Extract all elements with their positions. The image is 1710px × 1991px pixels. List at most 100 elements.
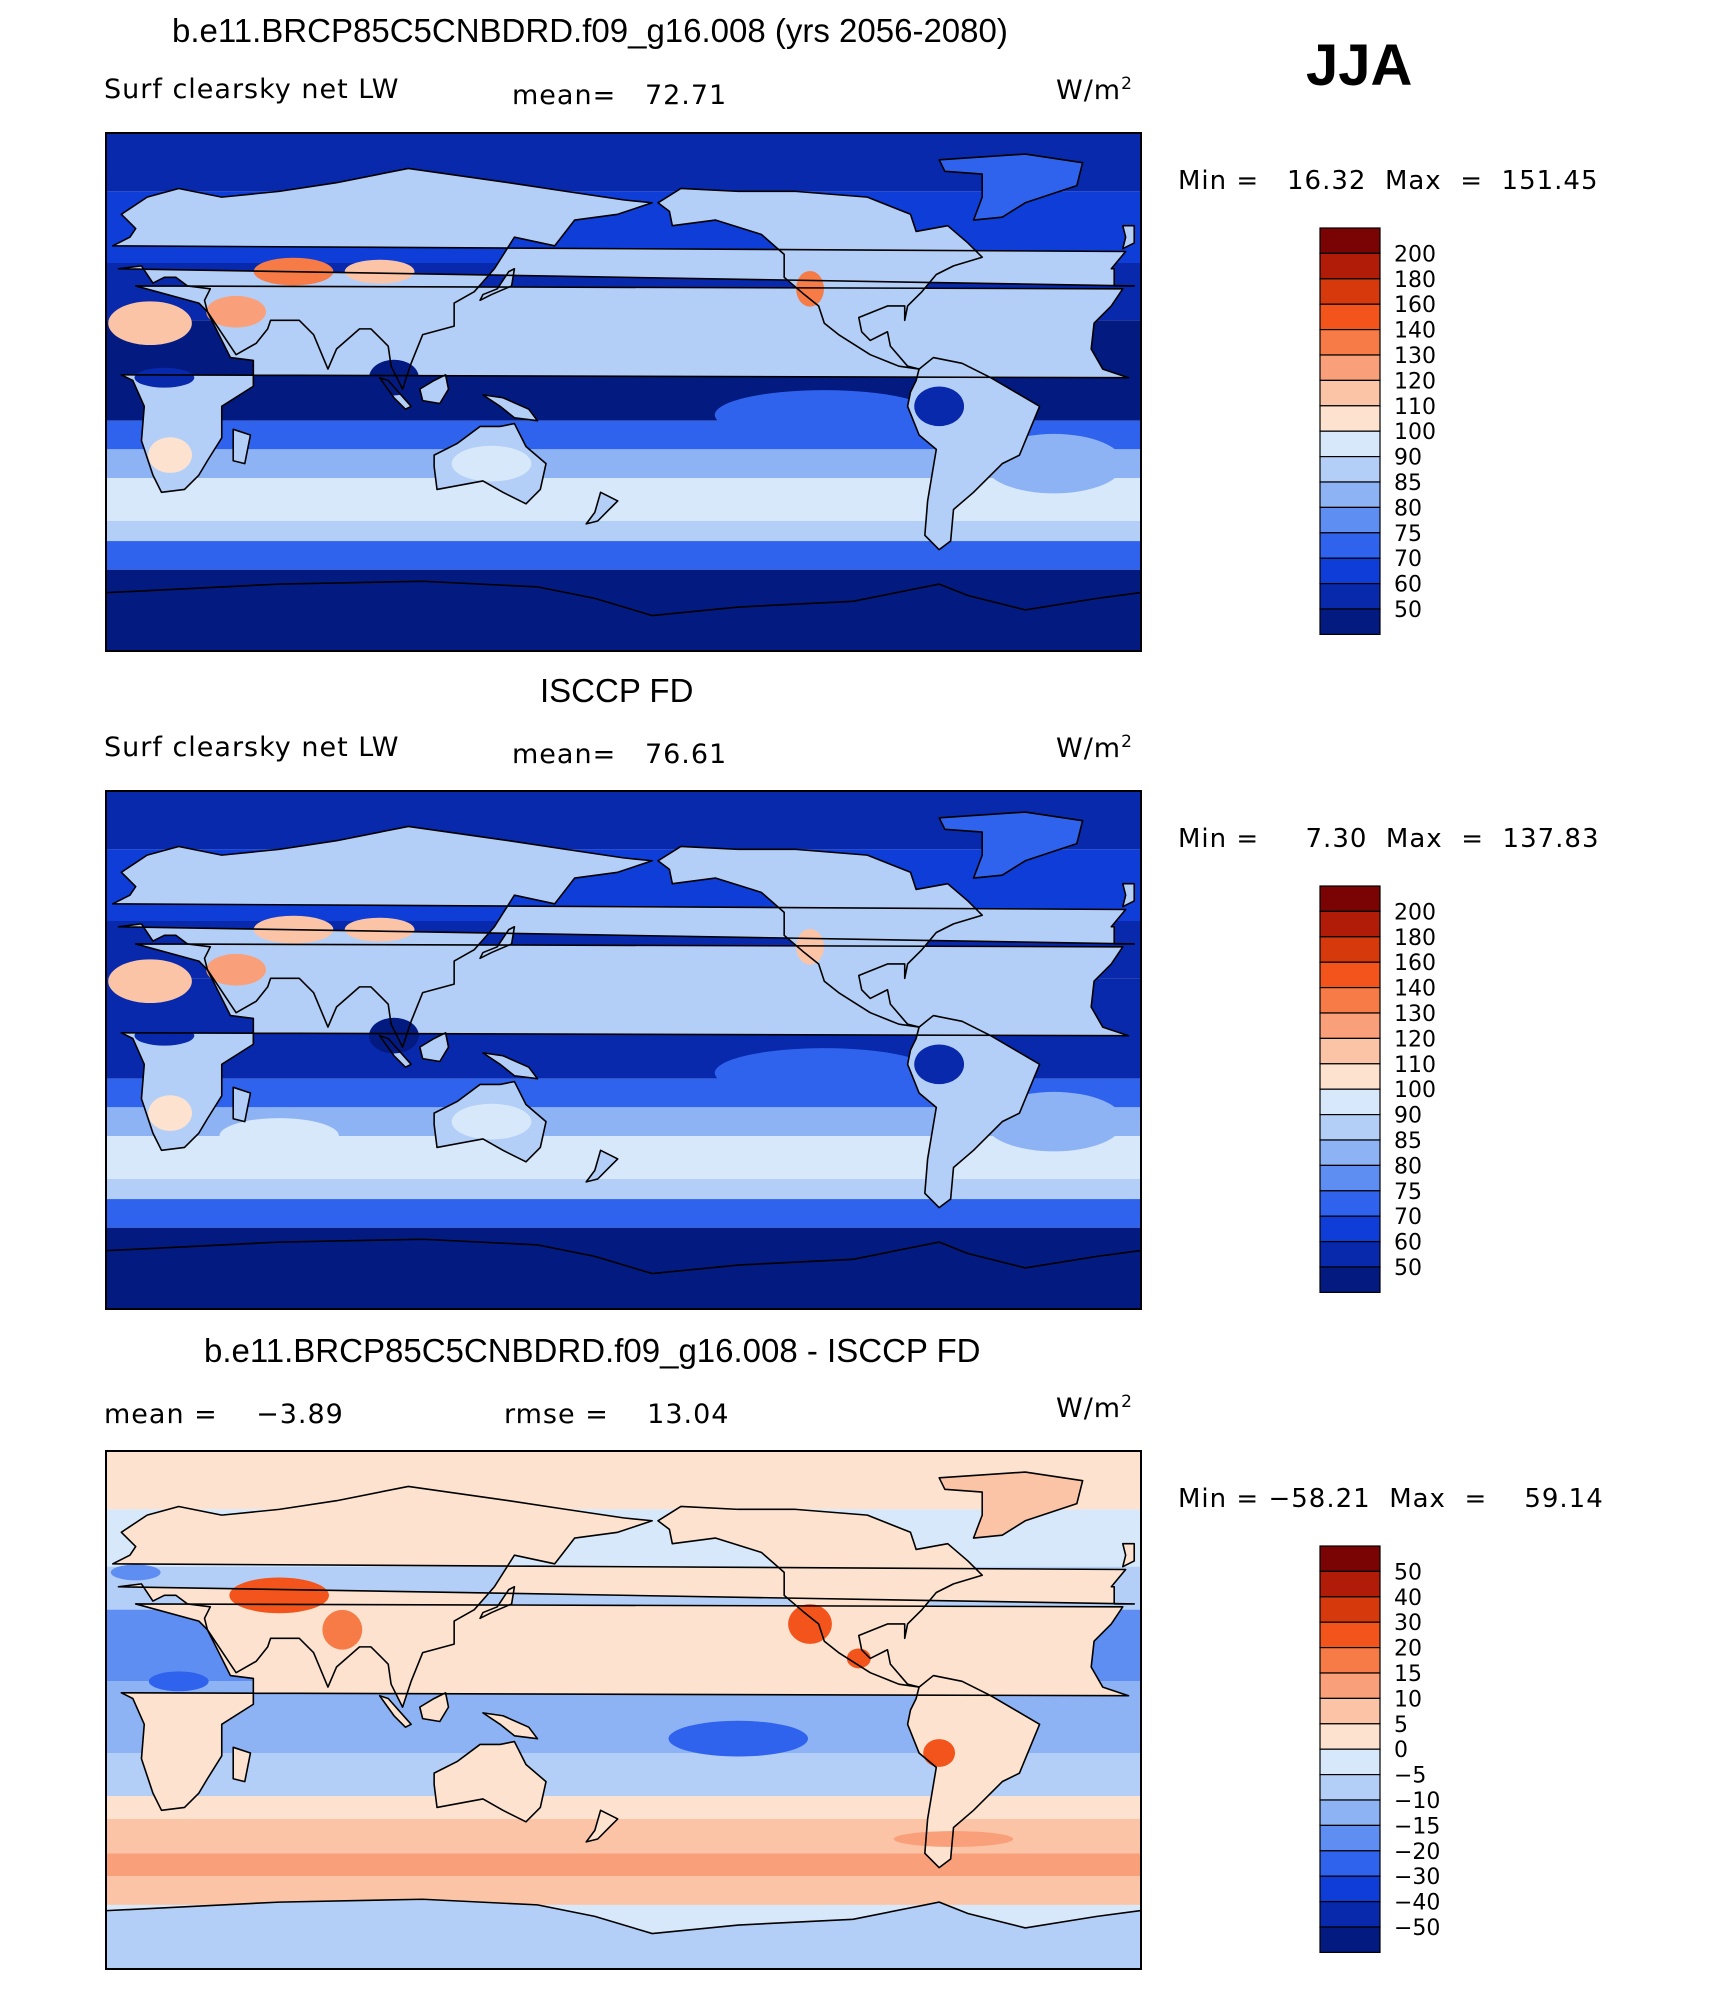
- colorbar-box: [1319, 354, 1381, 381]
- units-exponent: 2: [1121, 1392, 1133, 1412]
- colorbar-label: 90: [1394, 446, 1422, 471]
- coastline-japan: [479, 1585, 516, 1620]
- coastline-samerica: [906, 1674, 1041, 1869]
- coastline-australia: [433, 422, 547, 505]
- ocean-band: [107, 1796, 1140, 1819]
- land-antarctica: [107, 1239, 1140, 1308]
- colorbar-label: 200: [1394, 242, 1436, 267]
- colorbar-box: [1319, 1646, 1381, 1674]
- coastline-namerica: [657, 1505, 984, 1688]
- colorbar-label: 200: [1394, 900, 1436, 925]
- colorbar-box: [1319, 557, 1381, 585]
- colorbar-box: [1319, 1901, 1381, 1928]
- land-antarctica: [107, 581, 1140, 650]
- colorbar-label: 140: [1394, 319, 1436, 344]
- colorbar-label: 130: [1394, 344, 1436, 369]
- coastline-newguinea: [482, 1712, 539, 1740]
- field-blob: [451, 445, 532, 482]
- field-blob: [914, 386, 965, 427]
- colorbar-label: −5: [1394, 1764, 1426, 1789]
- colorbar-box: [1319, 1037, 1381, 1065]
- colorbar-label: 130: [1394, 1002, 1436, 1027]
- coastline-uk: [1121, 1542, 1136, 1568]
- colorbar-box: [1319, 227, 1381, 254]
- land-newguinea: [482, 1052, 538, 1079]
- coastline-africa: [120, 285, 1130, 494]
- coastline-greenland: [938, 811, 1084, 879]
- colorbar-box: [1319, 910, 1381, 938]
- colorbar-label: −30: [1394, 1865, 1440, 1890]
- units-text: W/m: [1056, 75, 1122, 106]
- land-eurasia: [112, 826, 1135, 1048]
- land-samerica: [907, 1675, 1040, 1868]
- coastline-africa: [120, 943, 1130, 1152]
- coastline-sumatra: [378, 376, 412, 410]
- coastline-africa: [120, 1603, 1130, 1812]
- colorbar-label: 120: [1394, 1027, 1436, 1052]
- colorbar-label: 120: [1394, 369, 1436, 394]
- field-blob: [108, 301, 192, 346]
- field-blob: [134, 1025, 195, 1046]
- land-eurasia: [112, 1486, 1135, 1708]
- panel2-mean-label: mean= 76.61: [512, 739, 728, 770]
- colorbar-label: 50: [1394, 1256, 1422, 1281]
- colorbar-label: 10: [1394, 1687, 1422, 1712]
- coastline-uk: [1121, 882, 1136, 908]
- colorbar-label: −15: [1394, 1814, 1440, 1839]
- land-greenland: [939, 1472, 1083, 1539]
- colorbar-box: [1319, 1723, 1381, 1750]
- field-blob: [714, 390, 934, 440]
- colorbar-label: 60: [1394, 1231, 1422, 1256]
- field-blob: [914, 1044, 965, 1085]
- colorbar-box: [1319, 885, 1381, 912]
- colorbar-label: 85: [1394, 471, 1422, 496]
- land-nz: [586, 1150, 618, 1182]
- colorbar-label: 140: [1394, 977, 1436, 1002]
- panel2-variable-label: Surf clearsky net LW: [104, 732, 400, 763]
- southern-ocean-band: [107, 541, 1140, 570]
- colorbar-label: 90: [1394, 1104, 1422, 1129]
- colorbar-label: 70: [1394, 1205, 1422, 1230]
- colorbar-label: 110: [1394, 1053, 1436, 1078]
- land-uk: [1122, 225, 1135, 249]
- colorbar-label: 180: [1394, 926, 1436, 951]
- panel1-title: b.e11.BRCP85C5CNBDRD.f09_g16.008 (yrs 20…: [172, 12, 1008, 49]
- colorbar-box: [1319, 608, 1381, 635]
- colorbar-label: −20: [1394, 1840, 1440, 1865]
- land-borneo: [419, 1032, 449, 1062]
- colorbar-label: 40: [1394, 1586, 1422, 1611]
- colorbar-box: [1319, 328, 1381, 356]
- coastline-madagascar: [232, 1086, 252, 1123]
- field-blob: [134, 367, 195, 388]
- land-eurasia: [112, 168, 1135, 390]
- land-borneo: [419, 374, 449, 404]
- colorbar-label: −10: [1394, 1789, 1440, 1814]
- panel1-map: [105, 132, 1142, 652]
- field-blob: [110, 1564, 161, 1581]
- colorbar-box: [1319, 1012, 1381, 1039]
- colorbar-label: 85: [1394, 1129, 1422, 1154]
- field-blob: [451, 1103, 532, 1140]
- southern-ocean-band: [107, 1199, 1140, 1228]
- land-australia: [434, 1741, 547, 1822]
- colorbar-box: [1319, 936, 1381, 963]
- coastline-namerica: [657, 845, 984, 1028]
- coastline-nz: [585, 1809, 619, 1843]
- colorbar-box: [1319, 1748, 1381, 1776]
- field-blob: [788, 1604, 832, 1644]
- field-blob: [322, 1609, 363, 1650]
- colorbar-box: [1319, 405, 1381, 432]
- field-blob: [923, 1739, 956, 1767]
- colorbar-label: 75: [1394, 1180, 1422, 1205]
- colorbar-label: 110: [1394, 395, 1436, 420]
- panel3-minmax: Min = −58.21 Max = 59.14: [1178, 1484, 1604, 1514]
- land-uk: [1122, 1543, 1135, 1567]
- colorbar-label: 20: [1394, 1637, 1422, 1662]
- panel1-units: W/m2: [1056, 74, 1133, 106]
- coastline-samerica: [906, 356, 1041, 551]
- field-blob: [369, 359, 419, 396]
- field-blob: [206, 295, 267, 328]
- coastline-nz: [585, 1149, 619, 1183]
- coastline-borneo: [418, 1032, 450, 1063]
